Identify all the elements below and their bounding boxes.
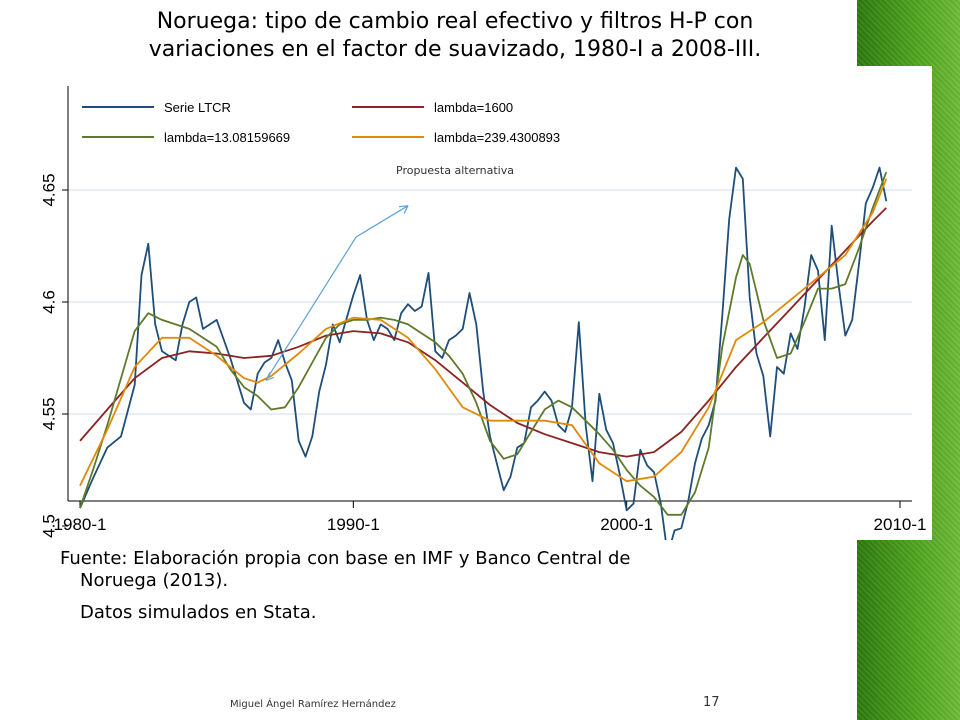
series-line-lambda-13	[79, 171, 888, 516]
title-line-2: variaciones en el factor de suavizado, 1…	[148, 37, 762, 62]
series-layer	[79, 166, 888, 540]
y-tick-label: 4.55	[39, 397, 58, 430]
series-line-lambda-1600	[79, 207, 887, 458]
x-tick-label: 2010-1	[874, 515, 927, 534]
source-line-2: Noruega (2013).	[80, 570, 229, 591]
slide-title: Noruega: tipo de cambio real efectivo y …	[60, 8, 850, 64]
page-number: 17	[703, 695, 720, 710]
annotation-arrowhead	[398, 205, 409, 214]
x-tick-label: 2000-1	[600, 515, 653, 534]
annotation-layer: Propuesta alternativa	[265, 164, 514, 381]
x-tick-label: 1990-1	[327, 515, 380, 534]
grid-layer	[68, 189, 912, 415]
annotation-label: Propuesta alternativa	[396, 164, 514, 177]
annotation-arrow	[265, 205, 409, 381]
simulation-note: Datos simulados en Stata.	[80, 602, 317, 623]
y-tick-label: 4.6	[39, 290, 58, 314]
legend-box	[74, 94, 604, 152]
legend-label-lambda-13: lambda=13.08159669	[164, 130, 290, 145]
annotation-arrow-tail	[265, 372, 275, 381]
series-line-lambda-239	[79, 178, 888, 487]
y-tick-label: 4.65	[39, 173, 58, 206]
y-tick-label: 4.5	[39, 514, 58, 538]
legend-label-lambda-1600: lambda=1600	[434, 100, 513, 115]
series-line-serie-ltcr	[79, 166, 888, 540]
chart-panel: 4.5 4.55 4.6 4.65 1980-1 1990-1 2000-1 2010-1 P…	[0, 66, 932, 540]
source-note: Fuente: Elaboración propia con base en I…	[60, 548, 800, 624]
legend-label-serie-ltcr: Serie LTCR	[164, 100, 231, 115]
axis-layer: 4.5 4.55 4.6 4.65 1980-1 1990-1 2000-1 2010-1	[39, 86, 926, 538]
source-line-1: Fuente: Elaboración propia con base en I…	[60, 548, 631, 569]
author-footer: Miguel Ángel Ramírez Hernández	[230, 699, 396, 710]
title-line-1: Noruega: tipo de cambio real efectivo y …	[156, 9, 754, 34]
legend-label-lambda-239: lambda=239.4300893	[434, 130, 560, 145]
chart-svg: 4.5 4.55 4.6 4.65 1980-1 1990-1 2000-1 2010-1 P…	[39, 86, 926, 540]
legend: Serie LTCR lambda=1600 lambda=13.08159669 l…	[74, 94, 604, 152]
x-tick-label: 1980-1	[54, 515, 107, 534]
